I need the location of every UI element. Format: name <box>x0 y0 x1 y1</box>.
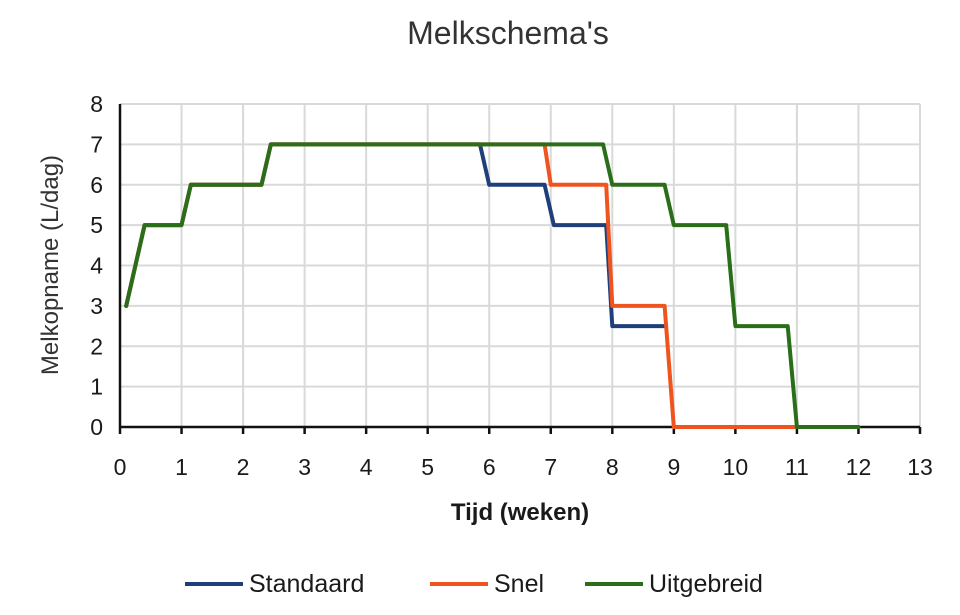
y-tick-label: 7 <box>90 131 103 157</box>
series-line-standaard <box>124 142 667 329</box>
y-tick-label: 2 <box>90 333 103 359</box>
y-tick-label: 0 <box>90 414 103 440</box>
y-tick-label: 6 <box>90 172 103 198</box>
x-tick-label: 6 <box>483 454 496 480</box>
x-tick-label: 10 <box>723 454 749 480</box>
x-tick-label: 7 <box>544 454 557 480</box>
legend-label: Standaard <box>249 570 364 598</box>
y-axis-label: Melkopname (L/dag) <box>37 155 64 375</box>
x-tick-label: 11 <box>785 454 809 480</box>
x-axis-label: Tijd (weken) <box>451 499 589 526</box>
x-tick-label: 13 <box>907 454 933 480</box>
x-tick-label: 12 <box>846 454 872 480</box>
x-tick-label: 3 <box>298 454 311 480</box>
legend-label: Uitgebreid <box>649 570 763 598</box>
axes <box>118 104 922 434</box>
chart-title: Melkschema's <box>407 15 609 51</box>
y-tick-label: 3 <box>90 293 103 319</box>
y-tick-label: 5 <box>90 212 103 238</box>
series-lines <box>124 142 861 429</box>
legend-label: Snel <box>494 570 544 598</box>
x-tick-label: 4 <box>360 454 373 480</box>
y-tick-label: 8 <box>90 91 103 117</box>
x-tick-label: 5 <box>421 454 434 480</box>
y-tick-labels: 0 1 2 3 4 5 6 7 8 <box>90 91 103 440</box>
x-tick-label: 8 <box>606 454 619 480</box>
x-tick-label: 9 <box>667 454 680 480</box>
y-tick-label: 4 <box>90 253 103 279</box>
x-tick-label: 0 <box>114 454 127 480</box>
series-line-uitgebreid <box>124 142 861 429</box>
x-tick-label: 2 <box>237 454 250 480</box>
y-tick-label: 1 <box>90 374 103 400</box>
grid-lines <box>119 103 921 428</box>
x-tick-label: 1 <box>175 454 188 480</box>
x-tick-labels: 0 1 2 3 4 5 6 7 8 9 10 11 12 13 <box>114 454 933 480</box>
legend: Standaard Snel Uitgebreid <box>185 570 763 598</box>
